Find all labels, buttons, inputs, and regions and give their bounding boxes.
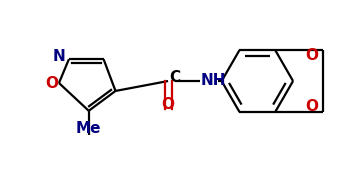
Text: O: O [305,99,318,114]
Text: O: O [305,48,318,63]
Text: O: O [162,97,175,112]
Text: O: O [45,76,59,90]
Text: NH: NH [201,73,226,88]
Text: N: N [53,49,65,64]
Text: C: C [169,70,180,85]
Text: Me: Me [76,121,102,136]
